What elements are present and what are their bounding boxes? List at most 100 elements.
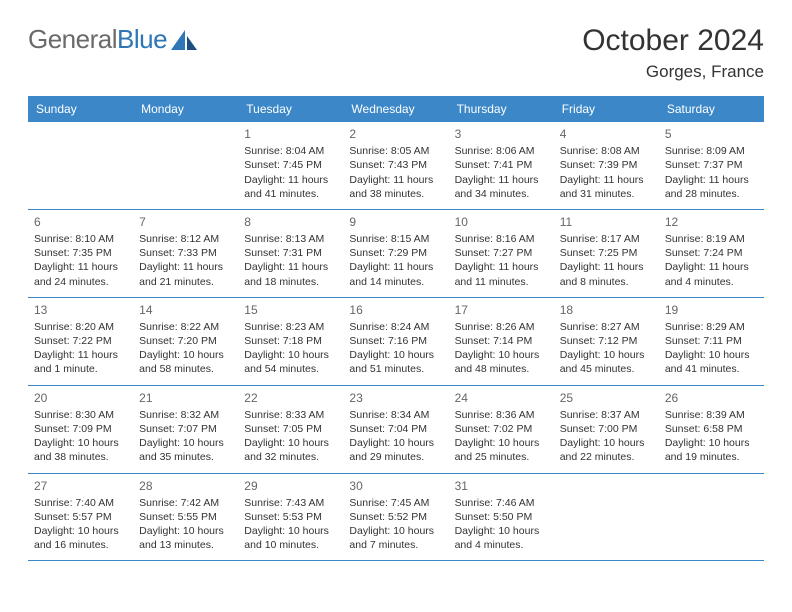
daylight-line: Daylight: 10 hours and 25 minutes. [455,436,548,464]
sunrise-line: Sunrise: 8:22 AM [139,320,232,334]
daylight-line: Daylight: 11 hours and 34 minutes. [455,173,548,201]
daylight-line: Daylight: 11 hours and 11 minutes. [455,260,548,288]
location: Gorges, France [582,62,764,82]
day-number: 14 [139,302,232,318]
sunset-line: Sunset: 5:55 PM [139,510,232,524]
daylight-line: Daylight: 11 hours and 38 minutes. [349,173,442,201]
calendar-cell: 14Sunrise: 8:22 AMSunset: 7:20 PMDayligh… [133,297,238,385]
logo-text: GeneralBlue [28,24,167,55]
sunrise-line: Sunrise: 8:17 AM [560,232,653,246]
sunset-line: Sunset: 7:41 PM [455,158,548,172]
daylight-line: Daylight: 11 hours and 8 minutes. [560,260,653,288]
calendar-cell: 27Sunrise: 7:40 AMSunset: 5:57 PMDayligh… [28,473,133,561]
sunrise-line: Sunrise: 8:32 AM [139,408,232,422]
calendar-cell: 24Sunrise: 8:36 AMSunset: 7:02 PMDayligh… [449,385,554,473]
daylight-line: Daylight: 10 hours and 51 minutes. [349,348,442,376]
daylight-line: Daylight: 10 hours and 35 minutes. [139,436,232,464]
calendar-table: SundayMondayTuesdayWednesdayThursdayFrid… [28,96,764,561]
calendar-cell: 17Sunrise: 8:26 AMSunset: 7:14 PMDayligh… [449,297,554,385]
daylight-line: Daylight: 10 hours and 41 minutes. [665,348,758,376]
sunset-line: Sunset: 6:58 PM [665,422,758,436]
sunrise-line: Sunrise: 8:26 AM [455,320,548,334]
calendar-cell: 30Sunrise: 7:45 AMSunset: 5:52 PMDayligh… [343,473,448,561]
daylight-line: Daylight: 10 hours and 58 minutes. [139,348,232,376]
day-number: 1 [244,126,337,142]
day-number: 22 [244,390,337,406]
calendar-cell [28,122,133,209]
calendar-cell: 20Sunrise: 8:30 AMSunset: 7:09 PMDayligh… [28,385,133,473]
calendar-cell: 18Sunrise: 8:27 AMSunset: 7:12 PMDayligh… [554,297,659,385]
daylight-line: Daylight: 10 hours and 4 minutes. [455,524,548,552]
sunset-line: Sunset: 7:39 PM [560,158,653,172]
sunset-line: Sunset: 7:27 PM [455,246,548,260]
daylight-line: Daylight: 10 hours and 48 minutes. [455,348,548,376]
calendar-cell: 10Sunrise: 8:16 AMSunset: 7:27 PMDayligh… [449,209,554,297]
daylight-line: Daylight: 11 hours and 1 minute. [34,348,127,376]
calendar-cell: 1Sunrise: 8:04 AMSunset: 7:45 PMDaylight… [238,122,343,209]
day-number: 7 [139,214,232,230]
day-number: 4 [560,126,653,142]
sunrise-line: Sunrise: 8:27 AM [560,320,653,334]
calendar-cell [659,473,764,561]
calendar-cell: 16Sunrise: 8:24 AMSunset: 7:16 PMDayligh… [343,297,448,385]
calendar-cell: 29Sunrise: 7:43 AMSunset: 5:53 PMDayligh… [238,473,343,561]
logo-text-gray: General [28,24,117,54]
day-number: 19 [665,302,758,318]
day-number: 20 [34,390,127,406]
daylight-line: Daylight: 11 hours and 21 minutes. [139,260,232,288]
sunrise-line: Sunrise: 8:12 AM [139,232,232,246]
calendar-cell: 8Sunrise: 8:13 AMSunset: 7:31 PMDaylight… [238,209,343,297]
calendar-cell: 4Sunrise: 8:08 AMSunset: 7:39 PMDaylight… [554,122,659,209]
sunrise-line: Sunrise: 7:46 AM [455,496,548,510]
sunrise-line: Sunrise: 8:09 AM [665,144,758,158]
sunset-line: Sunset: 7:31 PM [244,246,337,260]
daylight-line: Daylight: 11 hours and 14 minutes. [349,260,442,288]
sunrise-line: Sunrise: 8:29 AM [665,320,758,334]
calendar-cell: 9Sunrise: 8:15 AMSunset: 7:29 PMDaylight… [343,209,448,297]
daylight-line: Daylight: 10 hours and 38 minutes. [34,436,127,464]
sunset-line: Sunset: 7:16 PM [349,334,442,348]
calendar-cell: 28Sunrise: 7:42 AMSunset: 5:55 PMDayligh… [133,473,238,561]
sunset-line: Sunset: 7:33 PM [139,246,232,260]
sunrise-line: Sunrise: 7:45 AM [349,496,442,510]
calendar-cell: 21Sunrise: 8:32 AMSunset: 7:07 PMDayligh… [133,385,238,473]
daylight-line: Daylight: 11 hours and 31 minutes. [560,173,653,201]
calendar-cell: 3 Sunrise: 8:06 AMSunset: 7:41 PMDaylight… [449,122,554,209]
sunrise-line: Sunrise: 7:43 AM [244,496,337,510]
sunset-line: Sunset: 5:57 PM [34,510,127,524]
day-number: 31 [455,478,548,494]
logo: GeneralBlue [28,24,197,55]
day-number: 16 [349,302,442,318]
sunset-line: Sunset: 7:43 PM [349,158,442,172]
sunrise-line: Sunrise: 8:23 AM [244,320,337,334]
calendar-cell: 25Sunrise: 8:37 AMSunset: 7:00 PMDayligh… [554,385,659,473]
calendar-cell [554,473,659,561]
day-number: 9 [349,214,442,230]
sunset-line: Sunset: 5:53 PM [244,510,337,524]
daylight-line: Daylight: 10 hours and 22 minutes. [560,436,653,464]
sunset-line: Sunset: 5:52 PM [349,510,442,524]
sunset-line: Sunset: 7:24 PM [665,246,758,260]
sunset-line: Sunset: 7:18 PM [244,334,337,348]
day-number: 6 [34,214,127,230]
calendar-cell: 12Sunrise: 8:19 AMSunset: 7:24 PMDayligh… [659,209,764,297]
sunset-line: Sunset: 7:11 PM [665,334,758,348]
sunset-line: Sunset: 7:29 PM [349,246,442,260]
daylight-line: Daylight: 10 hours and 13 minutes. [139,524,232,552]
sunrise-line: Sunrise: 8:34 AM [349,408,442,422]
day-number: 5 [665,126,758,142]
daylight-line: Daylight: 10 hours and 7 minutes. [349,524,442,552]
sunset-line: Sunset: 7:37 PM [665,158,758,172]
calendar-cell: 7 Sunrise: 8:12 AMSunset: 7:33 PMDaylight… [133,209,238,297]
day-number: 3 [455,126,548,142]
sunrise-line: Sunrise: 8:06 AM [455,144,548,158]
sunrise-line: Sunrise: 8:19 AM [665,232,758,246]
day-number: 28 [139,478,232,494]
logo-sail-icon [171,30,197,50]
calendar-body: 1Sunrise: 8:04 AMSunset: 7:45 PMDaylight… [28,122,764,561]
day-number: 27 [34,478,127,494]
daylight-line: Daylight: 11 hours and 41 minutes. [244,173,337,201]
sunset-line: Sunset: 7:12 PM [560,334,653,348]
sunset-line: Sunset: 7:09 PM [34,422,127,436]
sunrise-line: Sunrise: 8:04 AM [244,144,337,158]
